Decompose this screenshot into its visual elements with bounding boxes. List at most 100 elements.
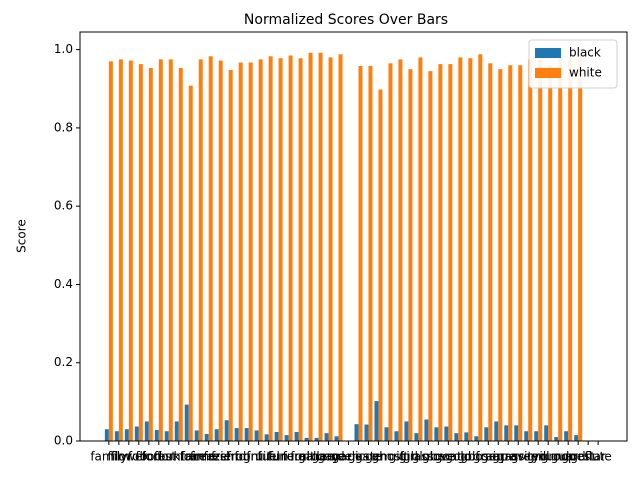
x-tick-label: ground: [527, 450, 569, 464]
x-tick-label: flower: [110, 450, 147, 464]
bar: [354, 424, 359, 441]
bar: [294, 431, 299, 441]
bar: [468, 58, 473, 442]
bar: [494, 421, 499, 441]
plot-frame: [79, 31, 628, 442]
y-tick-label: 0.6: [54, 199, 73, 213]
bar: [508, 65, 513, 441]
bar: [438, 64, 443, 441]
x-tick-label: frame: [181, 450, 217, 464]
bar: [328, 57, 333, 442]
bar: [378, 89, 383, 442]
bar: [144, 421, 149, 441]
x-tick-label: family: [90, 450, 127, 464]
x-tick-label: fur: [290, 450, 307, 464]
y-tick-label: 0.8: [54, 120, 73, 134]
x-tick-label: gallery: [298, 450, 339, 464]
bar: [434, 427, 439, 441]
x-tick-label: glass: [403, 450, 434, 464]
bar: [554, 437, 559, 441]
bar: [458, 57, 463, 442]
bar: [534, 431, 539, 441]
x-tick-label: grass: [492, 450, 524, 464]
x-tick-label: funeral: [267, 450, 309, 464]
bar: [254, 430, 259, 441]
bar: [558, 53, 563, 442]
bar: [448, 64, 453, 441]
x-tick-label: flute: [585, 450, 612, 464]
x-tick-label: fruit: [246, 450, 271, 464]
bar: [164, 431, 169, 441]
bar: [568, 59, 573, 442]
bar: [484, 427, 489, 441]
bar: [268, 56, 273, 442]
bar: [308, 52, 313, 442]
x-tick-label: glove: [422, 450, 455, 464]
bar: [504, 425, 509, 441]
bar: [374, 401, 379, 441]
x-tick-label: garlic: [332, 450, 365, 464]
x-tick-label: gift: [389, 450, 409, 464]
x-tick-label: gravity: [497, 450, 539, 464]
bar: [404, 421, 409, 441]
x-tick-label: friend: [211, 450, 246, 464]
bar: [118, 59, 123, 442]
bar: [248, 62, 253, 441]
x-tick-label: furniture: [283, 450, 335, 464]
x-tick-label: front: [234, 450, 263, 464]
x-tick-label: grape: [481, 450, 516, 464]
bar: [388, 63, 393, 441]
bar: [264, 434, 269, 441]
bar: [148, 68, 153, 441]
bar: [338, 54, 343, 442]
y-tick-label: 0.2: [54, 355, 73, 369]
bar: [528, 59, 533, 442]
bar: [234, 428, 239, 441]
y-tick-label: 0.0: [54, 434, 73, 448]
bar: [418, 57, 423, 442]
x-tick-label: game: [312, 450, 346, 464]
bar: [284, 435, 289, 441]
bar: [424, 419, 429, 441]
x-tick-label: gold: [445, 450, 471, 464]
x-tick-label: goose: [460, 450, 496, 464]
bar: [364, 424, 369, 441]
x-tick-label: frog: [227, 450, 251, 464]
bar: [398, 59, 403, 442]
bar: [454, 433, 459, 441]
bar: [134, 426, 139, 441]
y-tick-label: 0.4: [54, 277, 73, 291]
x-tick-label: fuel: [257, 450, 280, 464]
x-tick-label: fountain: [154, 450, 204, 464]
y-tick-label: 1.0: [54, 42, 73, 56]
x-tick-label: goat: [435, 450, 462, 464]
x-tick-label: freeze: [190, 450, 227, 464]
bar: [574, 435, 579, 441]
bar: [428, 71, 433, 441]
bar: [304, 437, 309, 441]
bar: [114, 431, 119, 441]
x-tick-label: fun: [269, 450, 288, 464]
y-axis-label: Score: [15, 219, 29, 253]
bar: [204, 433, 209, 441]
x-tick-label: guard: [551, 450, 586, 464]
bar: [478, 54, 483, 442]
bar: [524, 431, 529, 441]
bar: [238, 62, 243, 441]
bar: [178, 68, 183, 441]
bar: [488, 63, 493, 441]
x-tick-label: gas: [348, 450, 369, 464]
x-tick-label: golf: [457, 450, 480, 464]
x-tick-label: group: [541, 450, 576, 464]
bar: [464, 432, 469, 441]
x-tick-label: guest: [561, 450, 595, 464]
x-tick-label: gem: [365, 450, 392, 464]
bar: [104, 429, 109, 441]
x-tick-label: garden: [317, 450, 359, 464]
bar: [444, 426, 449, 441]
bar: [244, 428, 249, 441]
bar: [154, 430, 159, 441]
bar: [414, 433, 419, 441]
bar: [138, 64, 143, 441]
